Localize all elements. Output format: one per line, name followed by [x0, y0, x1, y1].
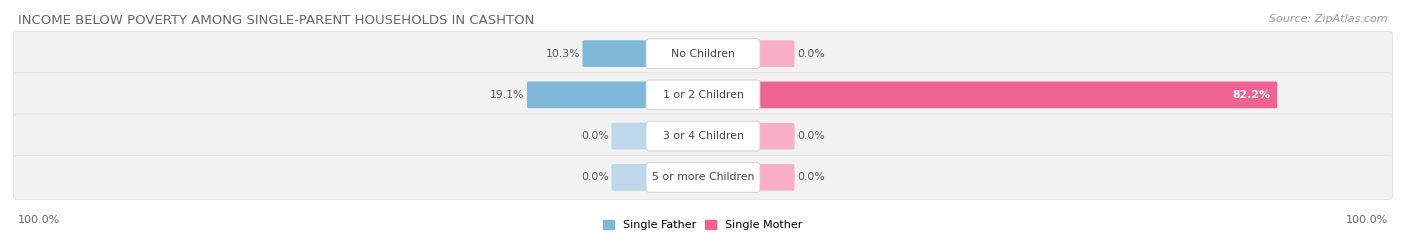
FancyBboxPatch shape: [645, 80, 761, 110]
Text: 10.3%: 10.3%: [546, 49, 581, 59]
Text: 0.0%: 0.0%: [797, 49, 825, 59]
FancyBboxPatch shape: [755, 164, 794, 191]
FancyBboxPatch shape: [14, 155, 1392, 199]
Legend: Single Father, Single Mother: Single Father, Single Mother: [599, 216, 807, 233]
Text: 0.0%: 0.0%: [797, 131, 825, 141]
Text: Source: ZipAtlas.com: Source: ZipAtlas.com: [1270, 14, 1388, 24]
Text: 82.2%: 82.2%: [1233, 90, 1271, 100]
FancyBboxPatch shape: [755, 123, 794, 150]
Text: 0.0%: 0.0%: [797, 172, 825, 182]
FancyBboxPatch shape: [755, 82, 1277, 108]
Text: 100.0%: 100.0%: [1346, 215, 1388, 225]
Text: 5 or more Children: 5 or more Children: [652, 172, 754, 182]
FancyBboxPatch shape: [645, 39, 761, 69]
FancyBboxPatch shape: [14, 31, 1392, 76]
FancyBboxPatch shape: [645, 163, 761, 192]
FancyBboxPatch shape: [14, 73, 1392, 117]
Text: 19.1%: 19.1%: [491, 90, 524, 100]
Text: INCOME BELOW POVERTY AMONG SINGLE-PARENT HOUSEHOLDS IN CASHTON: INCOME BELOW POVERTY AMONG SINGLE-PARENT…: [18, 14, 534, 27]
Text: 3 or 4 Children: 3 or 4 Children: [662, 131, 744, 141]
FancyBboxPatch shape: [582, 40, 651, 67]
FancyBboxPatch shape: [612, 123, 651, 150]
Text: 0.0%: 0.0%: [581, 172, 609, 182]
FancyBboxPatch shape: [755, 40, 794, 67]
FancyBboxPatch shape: [14, 114, 1392, 158]
Text: 100.0%: 100.0%: [18, 215, 60, 225]
Text: 1 or 2 Children: 1 or 2 Children: [662, 90, 744, 100]
FancyBboxPatch shape: [527, 82, 651, 108]
FancyBboxPatch shape: [612, 164, 651, 191]
FancyBboxPatch shape: [645, 121, 761, 151]
Text: 0.0%: 0.0%: [581, 131, 609, 141]
Text: No Children: No Children: [671, 49, 735, 59]
